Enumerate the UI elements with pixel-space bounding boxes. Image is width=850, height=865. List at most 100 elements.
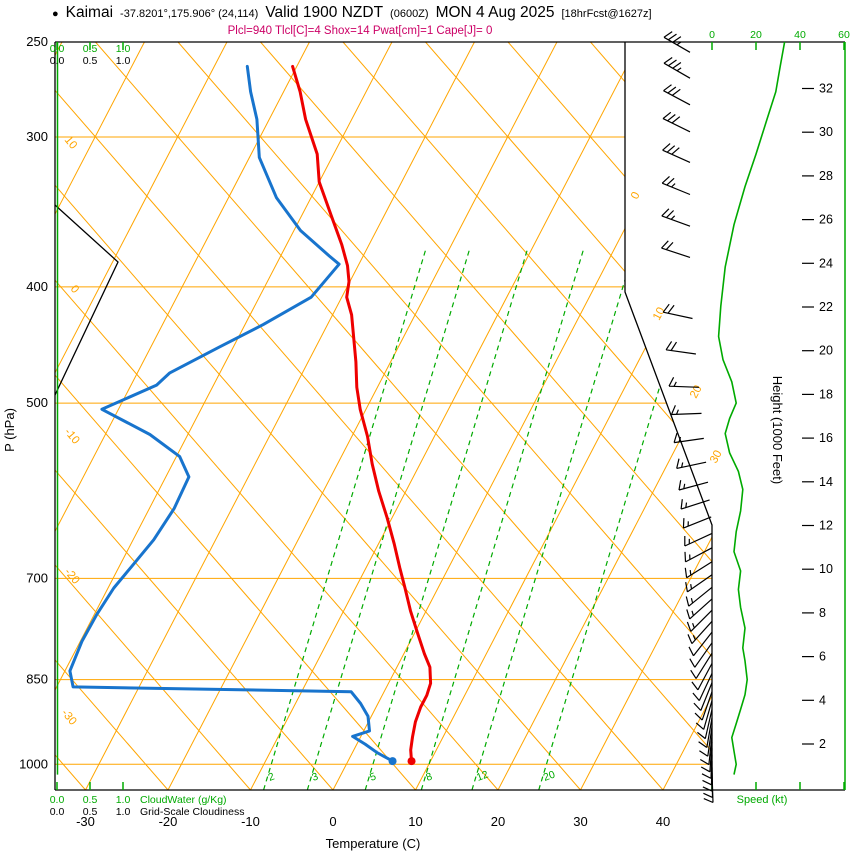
temperature-tick-label: 40 (656, 814, 670, 829)
cloudwater-scale-tick: 1.0 (116, 43, 131, 55)
wind-barb (679, 480, 708, 490)
sounding-parameters: Plcl=940 Tlcl[C]=4 Shox=14 Pwat[cm]=1 Ca… (0, 25, 720, 37)
height-tick-label: 10 (819, 562, 833, 576)
temperature-profile (293, 66, 431, 761)
speed-axis-title: Speed (kt) (737, 794, 788, 806)
cloudiness-scale-tick: 0.0 (50, 806, 65, 818)
pressure-tick-label: 400 (26, 279, 48, 294)
wind-barb (662, 176, 690, 194)
wind-barb (663, 112, 690, 132)
wind-barb (677, 459, 706, 469)
adiabat-label: -20 (62, 566, 82, 586)
wind-barb (686, 575, 712, 592)
mixing-ratio-label: 3 (310, 770, 320, 783)
temperature-tick-label: -30 (76, 814, 95, 829)
wind-barb (687, 610, 712, 631)
height-tick-label: 8 (819, 606, 826, 620)
speed-scale-tick: 20 (750, 29, 762, 41)
height-axis-title: Height (1000 Feet) (770, 376, 785, 484)
height-tick-label: 6 (819, 650, 826, 664)
cloudwater-scale-tick: 0.5 (83, 43, 98, 55)
mixing-ratio-label: 20 (542, 768, 557, 783)
cloudiness-scale-tick: 1.0 (116, 55, 131, 67)
wind-barb (685, 562, 712, 578)
temperature-tick-label: 0 (329, 814, 336, 829)
isotherm-label: 20 (688, 383, 705, 400)
cloudiness-axis-title: Grid-Scale Cloudiness (140, 806, 244, 818)
height-tick-label: 4 (819, 693, 826, 707)
height-tick-label: 26 (819, 213, 833, 227)
wind-barb (672, 405, 702, 414)
wind-barb (683, 517, 711, 528)
wind-barb (695, 692, 712, 720)
isotherm-label: 0 (629, 190, 643, 201)
wind-barb (663, 144, 690, 163)
mixing-ratio-label: 12 (475, 768, 490, 783)
speed-scale-tick: 40 (794, 29, 806, 41)
adiabat-label: -30 (59, 707, 79, 727)
temperature-tick-label: 30 (573, 814, 587, 829)
wind-barb (663, 304, 692, 318)
temperature-tick-label: 20 (491, 814, 505, 829)
pressure-tick-label: 300 (26, 129, 48, 144)
pressure-axis-title: P (hPa) (2, 408, 17, 452)
height-tick-label: 2 (819, 737, 826, 751)
forecast-tag: [18hrFcst@1627z] (562, 8, 652, 20)
height-tick-label: 18 (819, 387, 833, 401)
aux-green-axes (57, 42, 845, 790)
height-tick-label: 20 (819, 344, 833, 358)
cloudiness-scale-tick: 0.5 (83, 55, 98, 67)
station-name: Kaimai (66, 4, 113, 22)
temperature-tick-label: -10 (241, 814, 260, 829)
isotherm-label: 10 (651, 305, 668, 322)
pressure-tick-label: 850 (26, 672, 48, 687)
temperature-surface-dot (408, 757, 416, 765)
station-coordinates: -37.8201°,175.906° (24,114) (120, 8, 258, 20)
height-tick-label: 32 (819, 82, 833, 96)
cloudiness-scale-tick: 1.0 (116, 806, 131, 818)
chart-title-bar: ● Kaimai -37.8201°,175.906° (24,114) Val… (52, 4, 652, 22)
wind-barb (687, 599, 712, 619)
height-tick-label: 16 (819, 431, 833, 445)
left-profile-notch (55, 205, 118, 395)
temperature-tick-label: -20 (159, 814, 178, 829)
cloudwater-scale-tick: 0.0 (50, 794, 65, 806)
height-tick-label: 24 (819, 256, 833, 270)
wind-barb (685, 548, 712, 562)
dewpoint-profile (70, 66, 393, 761)
cloudwater-axis-title: CloudWater (g/Kg) (140, 794, 227, 806)
adiabat-label: -10 (62, 426, 82, 446)
isotherm-label: 30 (708, 448, 725, 465)
skewt-grid (0, 42, 850, 790)
valid-time-z: (0600Z) (390, 8, 429, 20)
temperature-tick-label: 10 (408, 814, 422, 829)
mixing-ratio-label: 2 (266, 770, 276, 783)
wind-barb (664, 85, 691, 105)
height-tick-label: 28 (819, 169, 833, 183)
cloudwater-scale-tick: 0.0 (50, 43, 65, 55)
wind-barb (664, 58, 690, 79)
temperature-axis-title: Temperature (C) (326, 836, 421, 851)
valid-time: Valid 1900 NZDT (265, 4, 383, 22)
dewpoint-surface-dot (389, 757, 397, 765)
mixing-ratio-lines (264, 250, 701, 790)
pressure-tick-label: 700 (26, 570, 48, 585)
pressure-tick-label: 1000 (19, 756, 48, 771)
cloudwater-scale-tick: 1.0 (116, 794, 131, 806)
cloudwater-scale-tick: 0.5 (83, 794, 98, 806)
mixing-ratio-label: 5 (368, 770, 378, 783)
wind-barb (662, 209, 690, 226)
wind-barb (662, 241, 691, 258)
pressure-tick-label: 500 (26, 395, 48, 410)
height-tick-label: 22 (819, 300, 833, 314)
height-tick-label: 12 (819, 519, 833, 533)
wind-barb (666, 341, 696, 354)
speed-scale-tick: 60 (838, 29, 850, 41)
valid-date: MON 4 Aug 2025 (436, 4, 555, 22)
height-tick-label: 30 (819, 125, 833, 139)
station-bullet-icon: ● (52, 8, 59, 20)
height-tick-label: 14 (819, 475, 833, 489)
adiabat-label: 0 (68, 283, 81, 296)
cloudiness-scale-tick: 0.0 (50, 55, 65, 67)
